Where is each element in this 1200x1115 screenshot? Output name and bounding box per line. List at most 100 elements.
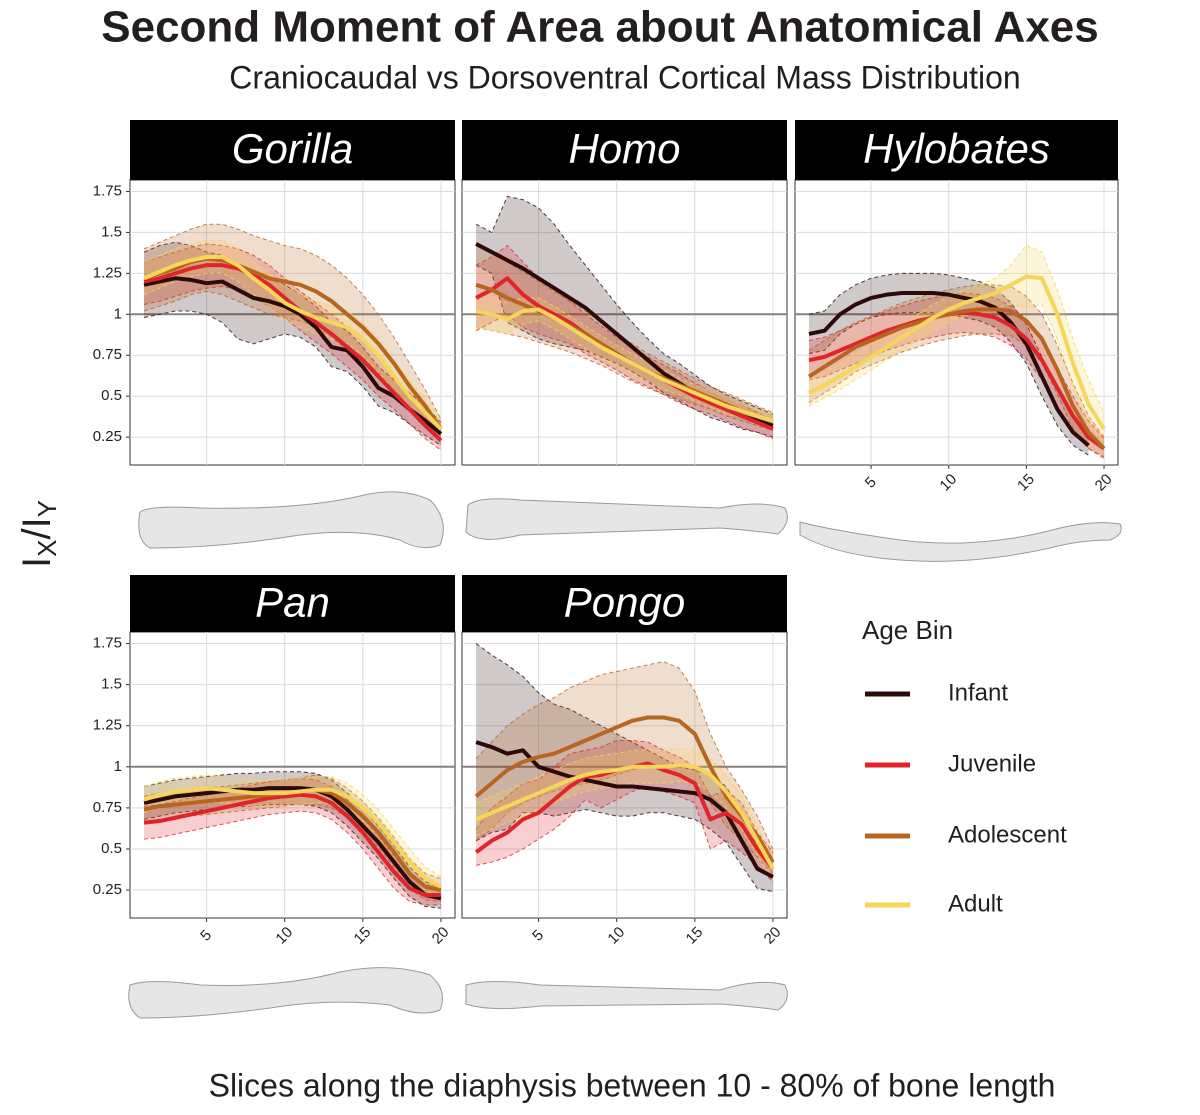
x-tick-label: 10: [936, 471, 960, 495]
band-edge: [808, 292, 1105, 440]
band-edge: [143, 774, 442, 878]
band-edge: [475, 643, 774, 863]
confidence-band: [144, 771, 441, 909]
y-tick-label: 0.5: [101, 387, 122, 404]
x-tick-label: 5: [197, 927, 215, 945]
series-line: [143, 254, 443, 431]
facet-strip: [795, 120, 1118, 180]
y-tick-label: 1.5: [101, 223, 122, 240]
bone-image: [465, 981, 788, 1011]
confidence-band: [808, 273, 1089, 456]
y-label-part: Y: [32, 500, 62, 517]
band-edge: [808, 333, 1105, 459]
band-edge: [808, 272, 1089, 433]
band-edge: [808, 303, 1105, 443]
y-label-part: /I: [15, 517, 59, 539]
series-line: [475, 763, 775, 870]
series-line: [475, 740, 774, 879]
bone-image: [138, 491, 444, 549]
band-edge: [475, 264, 774, 438]
facet-title: Pan: [255, 579, 330, 626]
series-line: [143, 276, 443, 436]
band-edge: [144, 810, 441, 906]
band-edge: [475, 313, 774, 440]
x-tick-label: 20: [429, 924, 453, 948]
confidence-band: [144, 224, 441, 439]
x-tick-label: 15: [683, 924, 707, 948]
confidence-band: [476, 245, 773, 439]
x-tick-label: 10: [272, 924, 296, 948]
y-tick-label: 1: [114, 758, 122, 775]
x-tick-label: 20: [1092, 471, 1116, 495]
band-edge: [475, 766, 774, 874]
legend-label: Infant: [948, 679, 1008, 706]
bone-image: [799, 521, 1122, 562]
band-edge: [143, 310, 442, 446]
confidence-band: [476, 740, 773, 882]
confidence-band: [476, 196, 773, 438]
facet-title: Hylobates: [863, 125, 1050, 172]
x-tick-label: 10: [604, 924, 628, 948]
facet-strip: [130, 120, 455, 180]
y-tick-label: 1: [114, 305, 122, 322]
x-tick-label: 5: [862, 474, 880, 492]
series-line: [143, 786, 442, 889]
series-line: [143, 792, 441, 897]
series-line: [143, 786, 442, 901]
x-tick-label: 15: [1014, 471, 1038, 495]
bone-image: [128, 967, 443, 1019]
y-tick-label: 1.25: [93, 264, 122, 281]
legend-label: Adult: [948, 890, 1003, 917]
y-label-part: I: [15, 557, 59, 568]
y-tick-label: 0.25: [93, 881, 122, 898]
series-line: [808, 291, 1090, 447]
facet-title: Gorilla: [232, 125, 353, 172]
band-edge: [475, 326, 774, 432]
band-edge: [808, 284, 1105, 438]
confidence-band: [144, 775, 441, 902]
x-axis-title: Slices along the diaphysis between 10 - …: [209, 1067, 1056, 1103]
y-tick-label: 1.25: [93, 717, 122, 734]
confidence-band: [476, 245, 773, 431]
panel-background: [129, 179, 456, 466]
legend-label: Adolescent: [948, 821, 1067, 848]
band-edge: [143, 771, 442, 888]
band-edge: [475, 320, 774, 428]
band-edge: [475, 195, 774, 415]
confidence-band: [144, 240, 441, 439]
series-line: [475, 307, 774, 423]
facet-strip: [130, 575, 455, 632]
facet-title: Homo: [568, 125, 680, 172]
y-tick-label: 0.75: [93, 799, 122, 816]
band-edge: [143, 240, 442, 420]
band-edge: [143, 804, 441, 909]
y-label-part: X: [32, 540, 62, 557]
subtitle: Craniocaudal vs Dorsoventral Cortical Ma…: [229, 59, 1020, 95]
y-tick-label: 1.75: [93, 182, 122, 199]
facet-title: Pongo: [564, 579, 685, 626]
confidence-band: [808, 245, 1105, 443]
band-edge: [808, 244, 1105, 413]
y-tick-label: 0.75: [93, 346, 122, 363]
confidence-band: [144, 775, 441, 897]
facet-strip: [462, 575, 787, 632]
title: Second Moment of Area about Anatomical A…: [101, 3, 1099, 52]
y-axis-title: IX/IY: [15, 500, 62, 568]
series-line: [808, 274, 1106, 431]
band-edge: [475, 748, 774, 858]
y-tick-label: 1.5: [101, 676, 122, 693]
x-tick-label: 5: [529, 927, 547, 945]
confidence-band: [144, 242, 441, 446]
facet-strip: [462, 120, 787, 180]
y-tick-label: 0.25: [93, 428, 122, 445]
confidence-band: [476, 748, 773, 881]
legend-label: Juvenile: [948, 750, 1036, 777]
series-line: [143, 263, 443, 442]
band-edge: [475, 661, 774, 850]
x-tick-label: 20: [761, 924, 785, 948]
legend-title: Age Bin: [862, 615, 953, 645]
y-tick-label: 0.5: [101, 840, 122, 857]
band-edge: [143, 223, 442, 420]
bone-image: [465, 498, 788, 540]
